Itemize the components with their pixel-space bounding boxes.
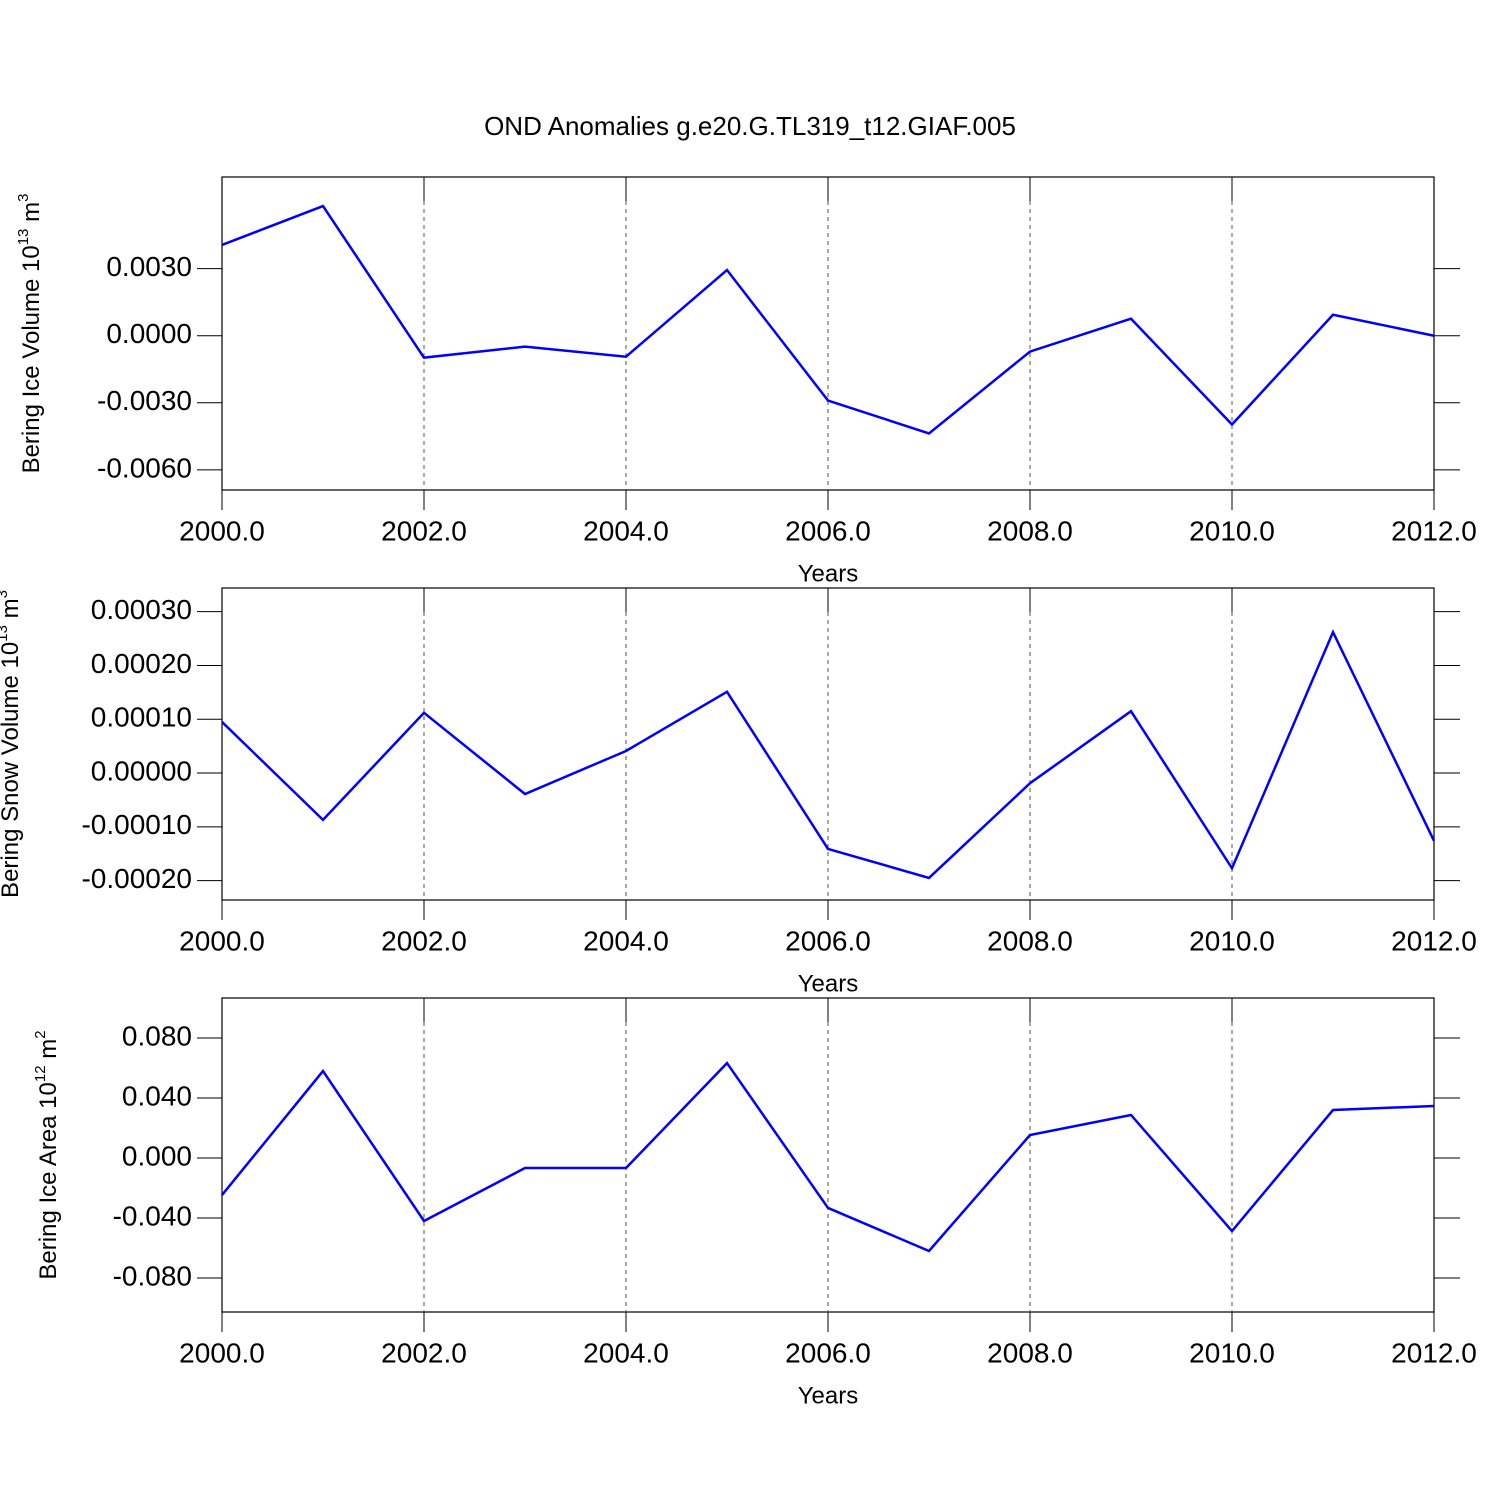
y-axis-label-part: m — [0, 598, 24, 625]
x-tick-label: 2012.0 — [1391, 515, 1477, 546]
x-tick-label: 2002.0 — [381, 925, 467, 956]
y-axis-label-part: 13 — [0, 625, 11, 642]
data-line — [221, 204, 1435, 435]
x-axis-label: Years — [798, 1382, 859, 1409]
y-axis-label-part: m — [35, 1039, 62, 1066]
data-line — [221, 629, 1436, 880]
y-tick-label: 0.00000 — [91, 755, 192, 786]
y-tick-label: 0.080 — [122, 1020, 192, 1051]
y-axis-label-part: 3 — [0, 590, 11, 598]
x-tick-label: 2000.0 — [179, 515, 265, 546]
x-tick-label: 2010.0 — [1189, 1337, 1275, 1368]
y-tick-label: -0.00020 — [81, 863, 192, 894]
y-axis-label: Bering Ice Volume 1013 m3 — [15, 194, 45, 474]
y-tick-label: -0.040 — [113, 1200, 192, 1231]
y-axis-label-part: Bering Ice Volume 10 — [18, 245, 45, 473]
x-tick-label: 2006.0 — [785, 925, 871, 956]
y-axis-label-part: 13 — [15, 229, 32, 246]
x-tick-label: 2008.0 — [987, 925, 1073, 956]
y-axis-label-part: 2 — [32, 1030, 49, 1038]
y-tick-label: -0.080 — [113, 1260, 192, 1291]
x-tick-label: 2006.0 — [785, 515, 871, 546]
x-tick-label: 2000.0 — [179, 1337, 265, 1368]
y-tick-label: 0.040 — [122, 1080, 192, 1111]
x-tick-label: 2010.0 — [1189, 515, 1275, 546]
x-tick-label: 2002.0 — [381, 1337, 467, 1368]
x-tick-label: 2002.0 — [381, 515, 467, 546]
x-tick-label: 2004.0 — [583, 1337, 669, 1368]
y-axis-label: Bering Snow Volume 1013 m3 — [0, 590, 24, 898]
x-tick-label: 2004.0 — [583, 925, 669, 956]
x-axis-label: Years — [798, 560, 859, 587]
y-tick-label: 0.000 — [122, 1140, 192, 1171]
x-tick-label: 2006.0 — [785, 1337, 871, 1368]
y-tick-label: 0.0000 — [106, 318, 192, 349]
y-tick-label: -0.00010 — [81, 809, 192, 840]
y-tick-label: -0.0060 — [97, 452, 192, 483]
x-tick-label: 2004.0 — [583, 515, 669, 546]
x-tick-label: 2008.0 — [987, 515, 1073, 546]
y-axis-label-part: 12 — [32, 1065, 49, 1082]
data-line — [221, 1061, 1435, 1253]
x-tick-label: 2012.0 — [1391, 1337, 1477, 1368]
y-tick-label: -0.0030 — [97, 385, 192, 416]
y-axis-label-part: 3 — [15, 194, 32, 202]
x-axis-label: Years — [798, 970, 859, 997]
chart-title: OND Anomalies g.e20.G.TL319_t12.GIAF.005 — [484, 111, 1016, 141]
y-axis-label-part: Bering Ice Area 10 — [35, 1082, 62, 1279]
x-tick-label: 2012.0 — [1391, 925, 1477, 956]
y-tick-label: 0.0030 — [106, 251, 192, 282]
x-tick-label: 2008.0 — [987, 1337, 1073, 1368]
y-tick-label: 0.00010 — [91, 702, 192, 733]
y-axis-label-part: m — [18, 202, 45, 229]
y-tick-label: 0.00030 — [91, 594, 192, 625]
y-axis-label: Bering Ice Area 1012 m2 — [32, 1030, 62, 1279]
y-tick-label: 0.00020 — [91, 648, 192, 679]
x-tick-label: 2010.0 — [1189, 925, 1275, 956]
x-tick-label: 2000.0 — [179, 925, 265, 956]
y-axis-label-part: Bering Snow Volume 10 — [0, 642, 24, 898]
